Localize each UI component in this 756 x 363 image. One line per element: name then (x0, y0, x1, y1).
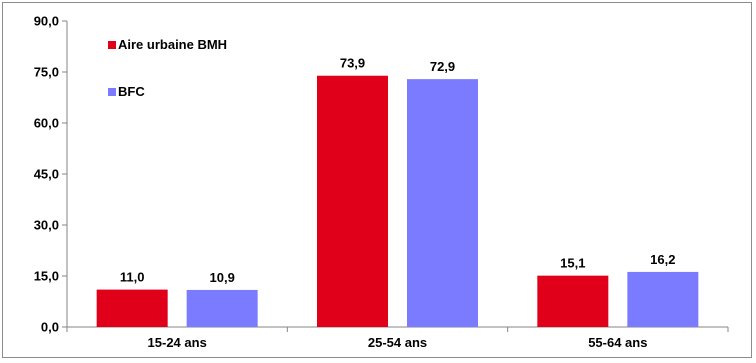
bar (186, 289, 258, 327)
legend: Aire urbaine BMH BFC (108, 37, 227, 99)
legend-label: Aire urbaine BMH (118, 37, 227, 52)
x-tick-label: 25-54 ans (368, 335, 427, 350)
bar (407, 79, 478, 327)
data-label: 16,2 (650, 252, 675, 267)
bars (96, 75, 699, 328)
x-tick-label: 15-24 ans (148, 335, 207, 350)
y-tick-label: 60,0 (34, 116, 59, 131)
data-label: 15,1 (560, 256, 585, 271)
bar (537, 275, 609, 327)
x-tick-label: 55-64 ans (588, 335, 647, 350)
bar (627, 271, 699, 327)
axes: 0,0 15,0 30,0 45,0 60,0 75,0 90,0 15-24 ans 25-5… (34, 14, 729, 350)
y-tick-label: 0,0 (41, 320, 59, 335)
y-tick-label: 75,0 (34, 65, 59, 80)
data-label: 10,9 (210, 270, 235, 285)
y-tick-label: 30,0 (34, 218, 59, 233)
bar (317, 75, 388, 328)
data-labels: 11,0 73,9 15,1 10,9 72,9 16,2 (120, 56, 676, 285)
y-tick-label: 15,0 (34, 269, 59, 284)
y-tick-label: 90,0 (34, 14, 59, 29)
legend-swatch (108, 88, 116, 96)
data-label: 11,0 (120, 270, 145, 285)
legend-label: BFC (118, 84, 145, 99)
y-tick-label: 45,0 (34, 167, 59, 182)
bar (96, 289, 168, 327)
data-label: 72,9 (430, 59, 455, 74)
legend-swatch (108, 41, 116, 49)
data-label: 73,9 (340, 56, 365, 71)
